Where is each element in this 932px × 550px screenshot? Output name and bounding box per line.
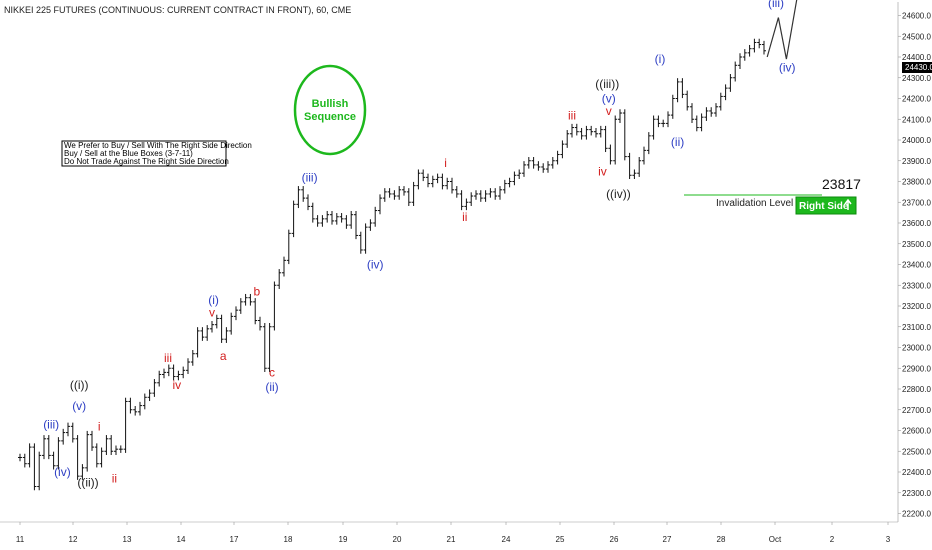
wave-label: ((iv)) — [606, 187, 631, 201]
y-tick-label: 24500.0 — [902, 32, 931, 41]
y-tick-label: 23900.0 — [902, 157, 931, 166]
x-tick-label: 2 — [830, 535, 835, 544]
bullish-label-line2: Sequence — [304, 111, 356, 123]
wave-label: (iii) — [43, 417, 59, 431]
y-tick-label: 22400.0 — [902, 468, 931, 477]
note-line-3: Do Not Trade Against The Right Side Dire… — [64, 157, 229, 166]
last-price-box — [902, 62, 932, 73]
x-tick-label: 27 — [663, 535, 672, 544]
y-tick-label: 22800.0 — [902, 385, 931, 394]
y-tick-label: 24000.0 — [902, 136, 931, 145]
wave-label: (iii) — [302, 171, 318, 185]
invalidation-value: 23817 — [822, 176, 861, 192]
x-tick-label: 20 — [393, 535, 402, 544]
wave-label: i — [98, 420, 101, 434]
x-tick-label: 21 — [447, 535, 456, 544]
y-tick-label: 23700.0 — [902, 198, 931, 207]
wave-label: c — [269, 366, 275, 380]
wave-label: (v) — [602, 92, 616, 106]
x-axis: 11 12 13 14 17 18 19 20 21 24 25 26 27 28 Oct 2 3 — [0, 521, 898, 544]
wave-label: (i) — [655, 52, 666, 66]
x-tick-label: 18 — [284, 535, 293, 544]
y-tick-label: 23100.0 — [902, 323, 931, 332]
note-box: We Prefer to Buy / Sell With The Right S… — [61, 140, 252, 167]
y-tick-label: 22700.0 — [902, 406, 931, 415]
wave-label: iii — [164, 351, 172, 365]
bullish-label-line1: Bullish — [312, 98, 349, 110]
chart-title: NIKKEI 225 FUTURES (CONTINUOUS: CURRENT … — [4, 5, 351, 15]
wave-label: iv — [172, 378, 181, 392]
wave-label: (v) — [72, 399, 86, 413]
note-box-frame — [61, 140, 227, 167]
wave-label: b — [253, 285, 260, 299]
right-side-label: Right Side — [799, 201, 849, 212]
wave-label: (i) — [208, 293, 219, 307]
wave-label: v — [606, 104, 612, 118]
x-tick-label: 19 — [339, 535, 348, 544]
last-price-value: 24430.0 — [905, 63, 932, 72]
last-price-tag: 24430.0 — [902, 62, 932, 73]
arrow-up-icon — [844, 198, 852, 210]
y-tick-label: 24200.0 — [902, 95, 931, 104]
right-side-box — [795, 196, 857, 215]
wave-label: (ii) — [265, 380, 278, 394]
wave-label: iv — [598, 164, 607, 178]
x-tick-label: 11 — [16, 535, 25, 544]
note-line-1: We Prefer to Buy / Sell With The Right S… — [64, 141, 252, 150]
y-tick-label: 24300.0 — [902, 74, 931, 83]
wave-label: ii — [462, 210, 467, 224]
x-tick-label: 28 — [717, 535, 726, 544]
wave-label: (ii) — [671, 135, 684, 149]
invalidation-label: Invalidation Level — [716, 198, 793, 209]
bullish-sequence-badge: Bullish Sequence — [293, 64, 367, 156]
y-tick-label: 23800.0 — [902, 178, 931, 187]
note-line-2: Buy / Sell at the Blue Boxes (3-7-11) — [64, 149, 193, 158]
price-series — [18, 38, 766, 491]
y-tick-label: 24100.0 — [902, 115, 931, 124]
projection-path — [766, 0, 798, 60]
y-tick-label: 22200.0 — [902, 510, 931, 519]
y-tick-label: 24400.0 — [902, 53, 931, 62]
wave-labels: (iii)(iv)(v)((i))((ii))iiiiiiiv(i)vabc(i… — [43, 0, 795, 490]
y-tick-label: 22900.0 — [902, 364, 931, 373]
x-tick-label: 14 — [177, 535, 186, 544]
wave-label: ((i)) — [70, 378, 89, 392]
wave-label: ((iii)) — [595, 77, 619, 91]
y-tick-label: 22300.0 — [902, 489, 931, 498]
wave-label: v — [209, 305, 215, 319]
y-tick-label: 23000.0 — [902, 344, 931, 353]
right-side-badge: Right Side — [795, 196, 857, 215]
y-tick-label: 22600.0 — [902, 427, 931, 436]
wave-label: (iv) — [779, 61, 796, 75]
y-axis: 22200.0 22300.0 22400.0 22500.0 22600.0 22700… — [897, 2, 931, 522]
x-tick-label: Oct — [769, 535, 782, 544]
wave-label: (iii) — [768, 0, 784, 10]
x-tick-label: 13 — [123, 535, 132, 544]
x-tick-label: 17 — [230, 535, 239, 544]
wave-label: ii — [112, 471, 117, 485]
wave-label: ((ii)) — [77, 476, 98, 490]
y-tick-label: 23400.0 — [902, 261, 931, 270]
wave-label: a — [220, 349, 227, 363]
x-tick-label: 3 — [886, 535, 891, 544]
y-tick-label: 23600.0 — [902, 219, 931, 228]
x-tick-label: 12 — [69, 535, 78, 544]
y-tick-label: 23500.0 — [902, 240, 931, 249]
y-tick-label: 22500.0 — [902, 447, 931, 456]
y-tick-label: 23300.0 — [902, 281, 931, 290]
wave-label: (iv) — [367, 258, 384, 272]
projection-series — [766, 0, 798, 60]
y-tick-label: 24600.0 — [902, 12, 931, 21]
wave-label: i — [444, 156, 447, 170]
bullish-circle — [293, 64, 367, 156]
wave-label: (iv) — [54, 465, 71, 479]
x-tick-label: 25 — [556, 535, 565, 544]
x-tick-label: 24 — [502, 535, 511, 544]
wave-label: iii — [568, 108, 576, 122]
y-tick-label: 23200.0 — [902, 302, 931, 311]
x-tick-label: 26 — [610, 535, 619, 544]
